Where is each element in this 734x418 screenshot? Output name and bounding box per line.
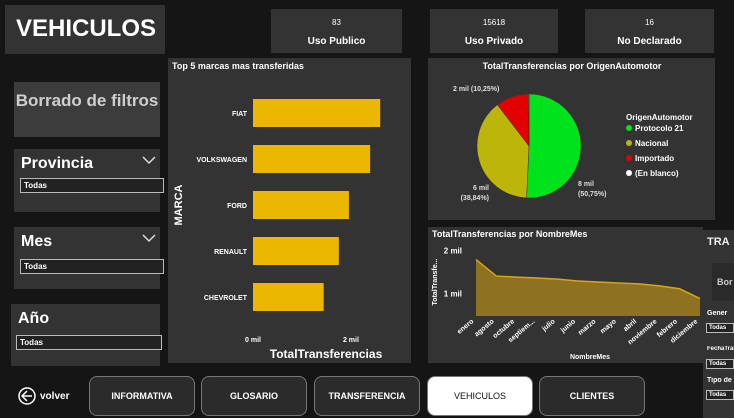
x-axis-label: TotalTransferencias [270,347,383,361]
pie-slice [476,104,530,199]
nav-tab[interactable]: CLIENTES [539,376,645,416]
data-label: 8 mil (50,75%) [578,181,607,198]
legend-marker [626,125,632,131]
card-value: 83 [332,18,341,27]
nav-tab[interactable]: VEHICULOS [427,376,533,416]
bar [253,237,339,265]
side-filter-label: Tipo de [707,377,732,384]
side-button[interactable]: Bor [712,263,734,301]
pie-slice [528,93,530,147]
y-axis-label: MARCA [173,184,185,225]
y-tick-label: VOLKSWAGEN [196,157,247,164]
side-dropdown[interactable]: Todas [706,323,734,333]
filter: Mes Todas [14,227,164,289]
bar [253,99,381,127]
card-label: No Declarado [617,36,682,47]
line [475,258,701,300]
filter: Año Todas [11,304,162,366]
legend-label: Protocolo 21 [635,124,684,133]
legend-label: Importado [635,154,674,163]
side-filter-label: FechaTrans [707,346,734,352]
nav-tab[interactable]: TRANSFERENCIA [314,376,420,416]
dropdown[interactable]: Todas [20,178,164,193]
filter-label: Provincia [21,155,94,172]
y-tick-label: CHEVROLET [204,295,248,302]
bar [253,145,371,173]
side-title: TRA [707,236,730,248]
filter-label: Mes [21,233,53,250]
chart-title: TotalTransferencias por OrigenAutomotor [483,61,662,71]
side-dropdown[interactable]: Todas [706,390,734,400]
y-axis-label: TotalTransfe... [432,258,439,305]
data-label: 6 mil (38,84%) [460,185,489,202]
y-tick-label: RENAULT [214,249,248,256]
x-axis-label: NombreMes [570,354,610,361]
filter: Provincia Todas [14,149,164,212]
legend-marker [626,140,632,146]
y-tick-label: 1 mil [444,290,462,299]
side-filter-label: Gener [707,310,728,317]
bar [253,283,324,311]
legend-marker [626,155,632,161]
side-dropdown[interactable]: Todas [706,359,734,369]
card-label: Uso Privado [464,36,524,47]
chart-title: Top 5 marcas mas transferidas [172,61,304,71]
card-value: 16 [645,18,654,27]
clear-filters-button[interactable]: Borrado de filtros [14,82,160,137]
nav-tab[interactable]: GLOSARIO [201,376,307,416]
dropdown[interactable]: Todas [20,259,164,274]
card: 16 No Declarado [585,9,714,53]
dropdown[interactable]: Todas [16,335,162,350]
chart-title: TotalTransferencias por NombreMes [432,229,587,239]
x-tick-label: 2 mil [343,337,359,344]
legend-marker [626,170,632,176]
filter-label: Año [18,310,50,327]
pie-slice [526,93,582,199]
page-title: VEHICULOS [5,5,165,54]
chevron [142,156,156,165]
bar [253,191,349,219]
card: 83 Uso Publico [271,9,402,53]
nav-tab[interactable]: INFORMATIVA [89,376,195,416]
y-tick-label: 2 mil [444,247,462,256]
legend-label: (En blanco) [635,169,679,178]
card: 15618 Uso Privado [430,9,558,53]
back-icon[interactable] [18,387,36,405]
back-link[interactable]: volver [40,391,70,402]
area [476,259,700,316]
x-tick-label: 0 mil [245,337,261,344]
chevron [142,234,156,243]
data-label: 2 mil (10,25%) [453,86,500,93]
legend-label: Nacional [635,139,668,148]
card-value: 15618 [482,18,506,27]
card-label: Uso Publico [307,36,366,47]
y-tick-label: FORD [227,203,247,210]
y-tick-label: FIAT [232,111,248,118]
legend-title: OrigenAutomotor [626,113,693,122]
